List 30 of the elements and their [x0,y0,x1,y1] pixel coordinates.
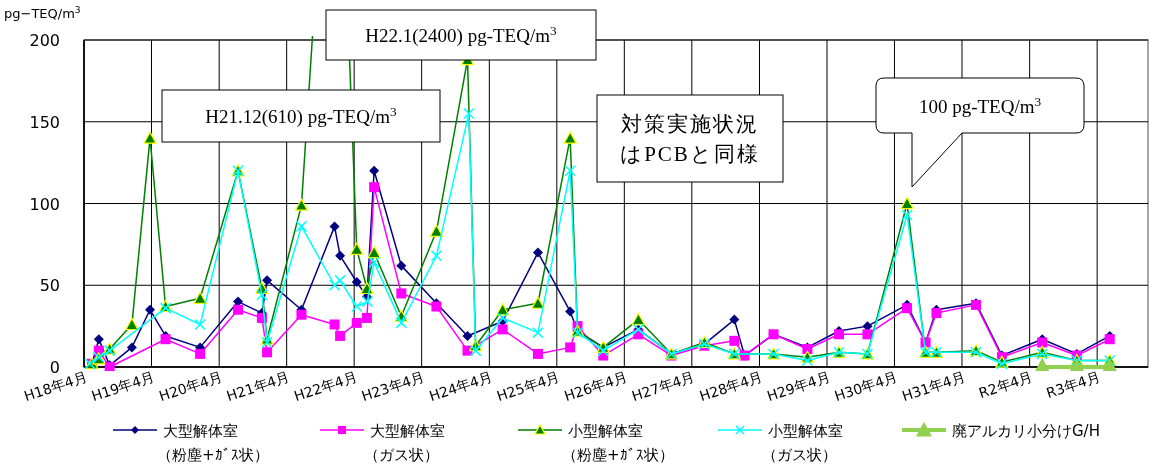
x-tick-label: H21年4月 [224,368,292,405]
y-axis-title: pg−TEQ/m$^{3}$ [4,5,81,21]
x-tick-label: H19年4月 [89,368,157,405]
x-tick-label: H31年4月 [899,368,967,405]
legend-label: 廃アルカリ小分けG/H [952,422,1100,440]
legend-label: 小型解体室（ガス状） [762,422,843,464]
y-tick-label: 50 [39,276,60,296]
x-tick-label: R3年4月 [1044,368,1103,402]
x-tick-label: H24年4月 [427,368,495,405]
x-tick-label: H26年4月 [562,368,630,405]
legend-label: 小型解体室（粉塵+ｶﾞｽ状） [562,422,674,464]
legend-label: 大型解体室（粉塵+ｶﾞｽ状） [157,422,269,464]
x-tick-label: H22年4月 [292,368,360,405]
x-tick-label: H30年4月 [832,368,900,405]
x-tick-label: H27年4月 [629,368,697,405]
annotation: H21.12(610) pg-TEQ/m$^{3}$ [205,103,398,128]
x-tick-label: H29年4月 [764,368,832,405]
x-tick-label: R2年4月 [976,368,1035,402]
annotation: 100 pg-TEQ/m$^{3}$ [918,93,1042,117]
y-tick-label: 200 [29,31,60,50]
y-tick-label: 100 [29,194,60,214]
x-tick-label: H25年4月 [494,368,562,405]
x-tick-label: H28年4月 [697,368,765,405]
y-tick-label: 150 [29,112,60,132]
x-tick-label: H20年4月 [157,368,225,405]
legend-label: 大型解体室（ガス状） [364,422,445,464]
x-tick-label: H23年4月 [359,368,427,405]
y-tick-label: 0 [49,358,60,377]
annotation: H22.1(2400) pg-TEQ/m$^{3}$ [365,22,558,47]
annotation: 対策実施状況はPCBと同様 [620,111,760,166]
